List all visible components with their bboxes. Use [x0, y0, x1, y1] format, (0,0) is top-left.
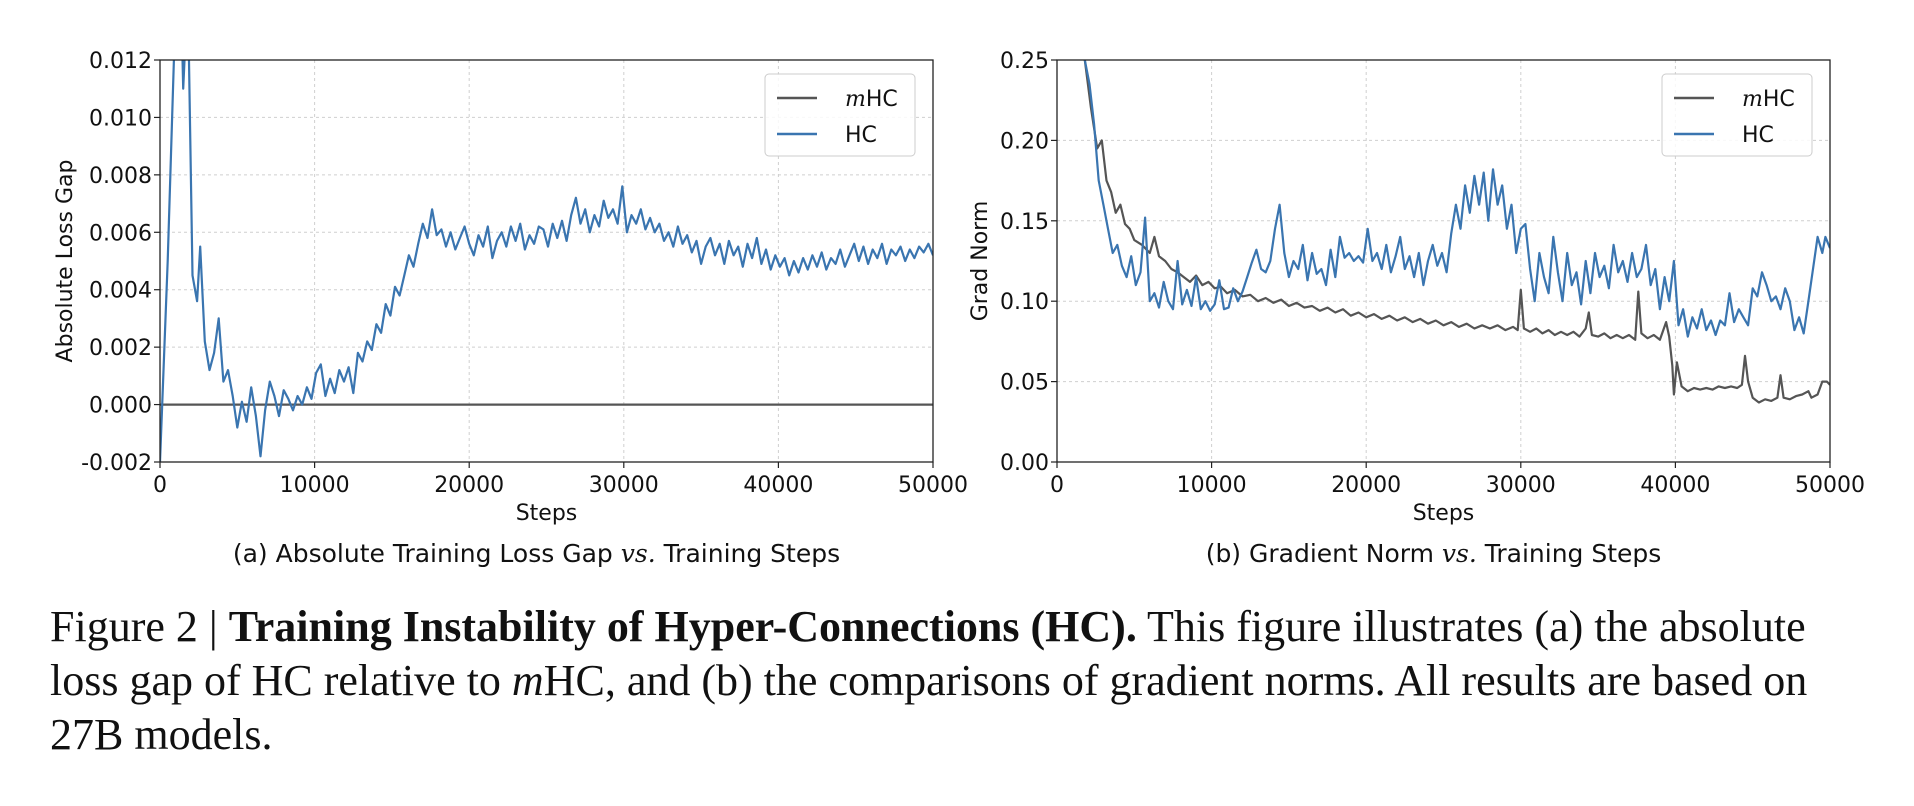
legend-box — [1661, 73, 1813, 157]
x-tick-label: 20000 — [1331, 473, 1401, 498]
x-tick-label: 30000 — [1486, 473, 1556, 498]
y-tick-label: 0.010 — [89, 106, 152, 131]
y-tick-label: -0.002 — [81, 451, 152, 476]
series-group — [1083, 60, 1830, 404]
axes-frame — [159, 59, 934, 463]
caption-prefix: Figure 2 | — [50, 602, 229, 651]
series-group — [160, 60, 933, 462]
y-axis-label: Absolute Loss Gap — [53, 160, 78, 363]
panel-caption: (a) Absolute Training Loss Gap vs. Train… — [233, 539, 840, 568]
axes-frame — [1056, 59, 1831, 463]
x-tick-label: 0 — [1050, 473, 1064, 498]
legend-label-mhc: mHC — [845, 87, 898, 112]
y-tick-label: 0.05 — [1000, 371, 1049, 396]
chart-panel-b: 0 10000 20000 30000 40000 50000 0.00 0.05 0.10 0.… — [968, 49, 1865, 568]
y-tick-label: 0.15 — [1000, 210, 1049, 235]
legend: mHC HC — [1661, 73, 1813, 157]
x-tick-label: 50000 — [898, 473, 968, 498]
legend: mHC HC — [764, 73, 916, 157]
x-axis-label: Steps — [516, 501, 578, 526]
caption-text-1: This figure illustrates (a) the absolute… — [50, 602, 1806, 705]
x-tick-label: 40000 — [1640, 473, 1710, 498]
caption-bold-title: Training Instability of Hyper-Connection… — [228, 602, 1137, 651]
x-tick-label: 30000 — [589, 473, 659, 498]
x-axis-label: Steps — [1413, 501, 1475, 526]
figure-caption: Figure 2 | Training Instability of Hyper… — [50, 600, 1880, 762]
series-line-mhc — [1083, 60, 1830, 404]
legend-label-mhc: mHC — [1742, 87, 1795, 112]
chart-panel-a: 0 10000 20000 30000 40000 50000 -0.002 0.000 0.0… — [53, 49, 968, 568]
x-tick-label: 40000 — [743, 473, 813, 498]
y-tick-label: 0.004 — [89, 279, 152, 304]
y-tick-label: 0.20 — [1000, 129, 1049, 154]
y-tick-label: 0.008 — [89, 164, 152, 189]
legend-box — [764, 73, 916, 157]
legend-label-hc: HC — [845, 123, 877, 148]
x-tick-label: 10000 — [280, 473, 350, 498]
y-tick-label: 0.25 — [1000, 49, 1049, 74]
x-tick-label: 20000 — [434, 473, 504, 498]
y-tick-label: 0.00 — [1000, 451, 1049, 476]
y-tick-label: 0.012 — [89, 49, 152, 74]
legend-label-hc: HC — [1742, 123, 1774, 148]
y-tick-label: 0.006 — [89, 221, 152, 246]
y-tick-label: 0.10 — [1000, 290, 1049, 315]
y-tick-label: 0.002 — [89, 336, 152, 361]
figure-charts: 0 10000 20000 30000 40000 50000-0.0020.0000.0… — [53, 49, 1865, 568]
series-line-hc — [1083, 60, 1830, 338]
x-tick-label: 0 — [153, 473, 167, 498]
panel-caption: (b) Gradient Norm vs. Training Steps — [1206, 539, 1662, 568]
y-axis-label: Grad Norm — [968, 201, 993, 322]
series-line-hc — [160, 60, 933, 462]
caption-text-2: HC, and (b) the comparisons of gradient … — [50, 656, 1808, 759]
x-tick-label: 10000 — [1177, 473, 1247, 498]
caption-italic-m: m — [511, 656, 544, 705]
x-tick-label: 50000 — [1795, 473, 1865, 498]
y-tick-label: 0.000 — [89, 394, 152, 419]
